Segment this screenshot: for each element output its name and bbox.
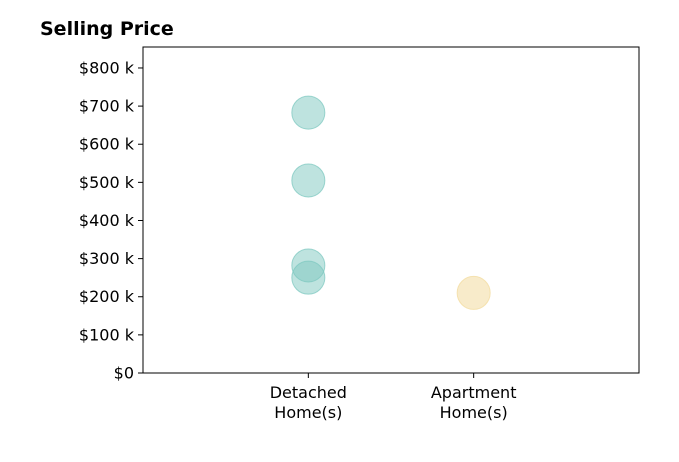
x-tick-label: Apartment Home(s)	[431, 383, 517, 422]
y-tick-label: $300 k	[79, 249, 135, 268]
y-tick-label: $500 k	[79, 173, 135, 192]
x-tick-label: Detached Home(s)	[270, 383, 347, 422]
plot-area-frame	[142, 46, 640, 374]
x-tick-label-line: Detached	[270, 383, 347, 402]
y-tick-label: $0	[114, 364, 134, 383]
y-tick-label: $600 k	[79, 135, 135, 154]
y-tick-label: $800 k	[79, 58, 135, 77]
data-point	[291, 260, 326, 295]
data-point	[291, 163, 326, 198]
data-points	[291, 95, 491, 310]
x-tick-label-line: Apartment	[431, 383, 517, 402]
y-tick-label: $100 k	[79, 325, 135, 344]
y-tick-label: $700 k	[79, 97, 135, 116]
data-point	[456, 275, 491, 310]
y-tick-label: $200 k	[79, 287, 135, 306]
data-point	[291, 95, 326, 130]
y-axis: $0 $100 k $200 k $300 k $400 k $500 k $600 k $7…	[79, 58, 143, 383]
x-tick-label-line: Home(s)	[274, 403, 342, 422]
chart-title: Selling Price	[40, 18, 174, 40]
y-tick-label: $400 k	[79, 211, 135, 230]
x-tick-label-line: Home(s)	[440, 403, 508, 422]
x-axis: Detached Home(s)Apartment Home(s)	[270, 373, 517, 422]
